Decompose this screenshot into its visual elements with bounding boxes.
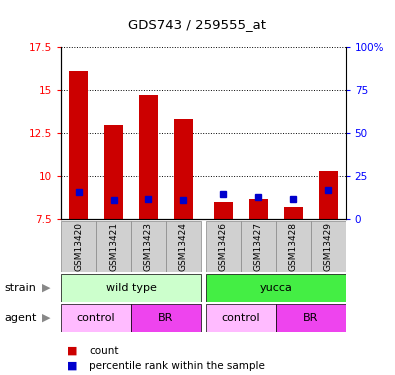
Bar xyxy=(311,221,346,272)
Text: GSM13424: GSM13424 xyxy=(179,222,188,271)
Bar xyxy=(69,71,88,219)
Bar xyxy=(61,274,201,302)
Text: ■: ■ xyxy=(67,361,78,370)
Text: control: control xyxy=(77,313,115,323)
Text: GSM13427: GSM13427 xyxy=(254,222,263,271)
Bar xyxy=(319,171,338,219)
Bar xyxy=(104,124,123,219)
Bar xyxy=(61,221,96,272)
Text: GSM13428: GSM13428 xyxy=(289,222,298,271)
Text: percentile rank within the sample: percentile rank within the sample xyxy=(89,361,265,370)
Bar xyxy=(174,119,193,219)
Bar xyxy=(214,202,233,219)
Text: GSM13420: GSM13420 xyxy=(74,222,83,271)
Bar xyxy=(206,304,276,332)
Bar xyxy=(131,221,166,272)
Bar xyxy=(241,221,276,272)
Bar xyxy=(139,95,158,219)
Text: BR: BR xyxy=(303,313,318,323)
Bar xyxy=(61,304,131,332)
Text: GSM13421: GSM13421 xyxy=(109,222,118,271)
Text: ■: ■ xyxy=(67,346,78,355)
Bar xyxy=(276,304,346,332)
Text: BR: BR xyxy=(158,313,173,323)
Text: GSM13429: GSM13429 xyxy=(324,222,333,271)
Text: agent: agent xyxy=(4,313,36,323)
Text: ▶: ▶ xyxy=(42,283,51,293)
Bar xyxy=(166,221,201,272)
Bar xyxy=(249,199,268,219)
Text: wild type: wild type xyxy=(105,283,156,293)
Text: GDS743 / 259555_at: GDS743 / 259555_at xyxy=(128,18,267,31)
Bar xyxy=(206,274,346,302)
Text: ▶: ▶ xyxy=(42,313,51,323)
Text: GSM13423: GSM13423 xyxy=(144,222,153,271)
Text: strain: strain xyxy=(4,283,36,293)
Text: control: control xyxy=(222,313,260,323)
Bar xyxy=(131,304,201,332)
Bar xyxy=(96,221,131,272)
Text: GSM13426: GSM13426 xyxy=(219,222,228,271)
Bar xyxy=(284,207,303,219)
Text: count: count xyxy=(89,346,118,355)
Text: yucca: yucca xyxy=(260,283,292,293)
Bar xyxy=(206,221,241,272)
Bar xyxy=(276,221,311,272)
